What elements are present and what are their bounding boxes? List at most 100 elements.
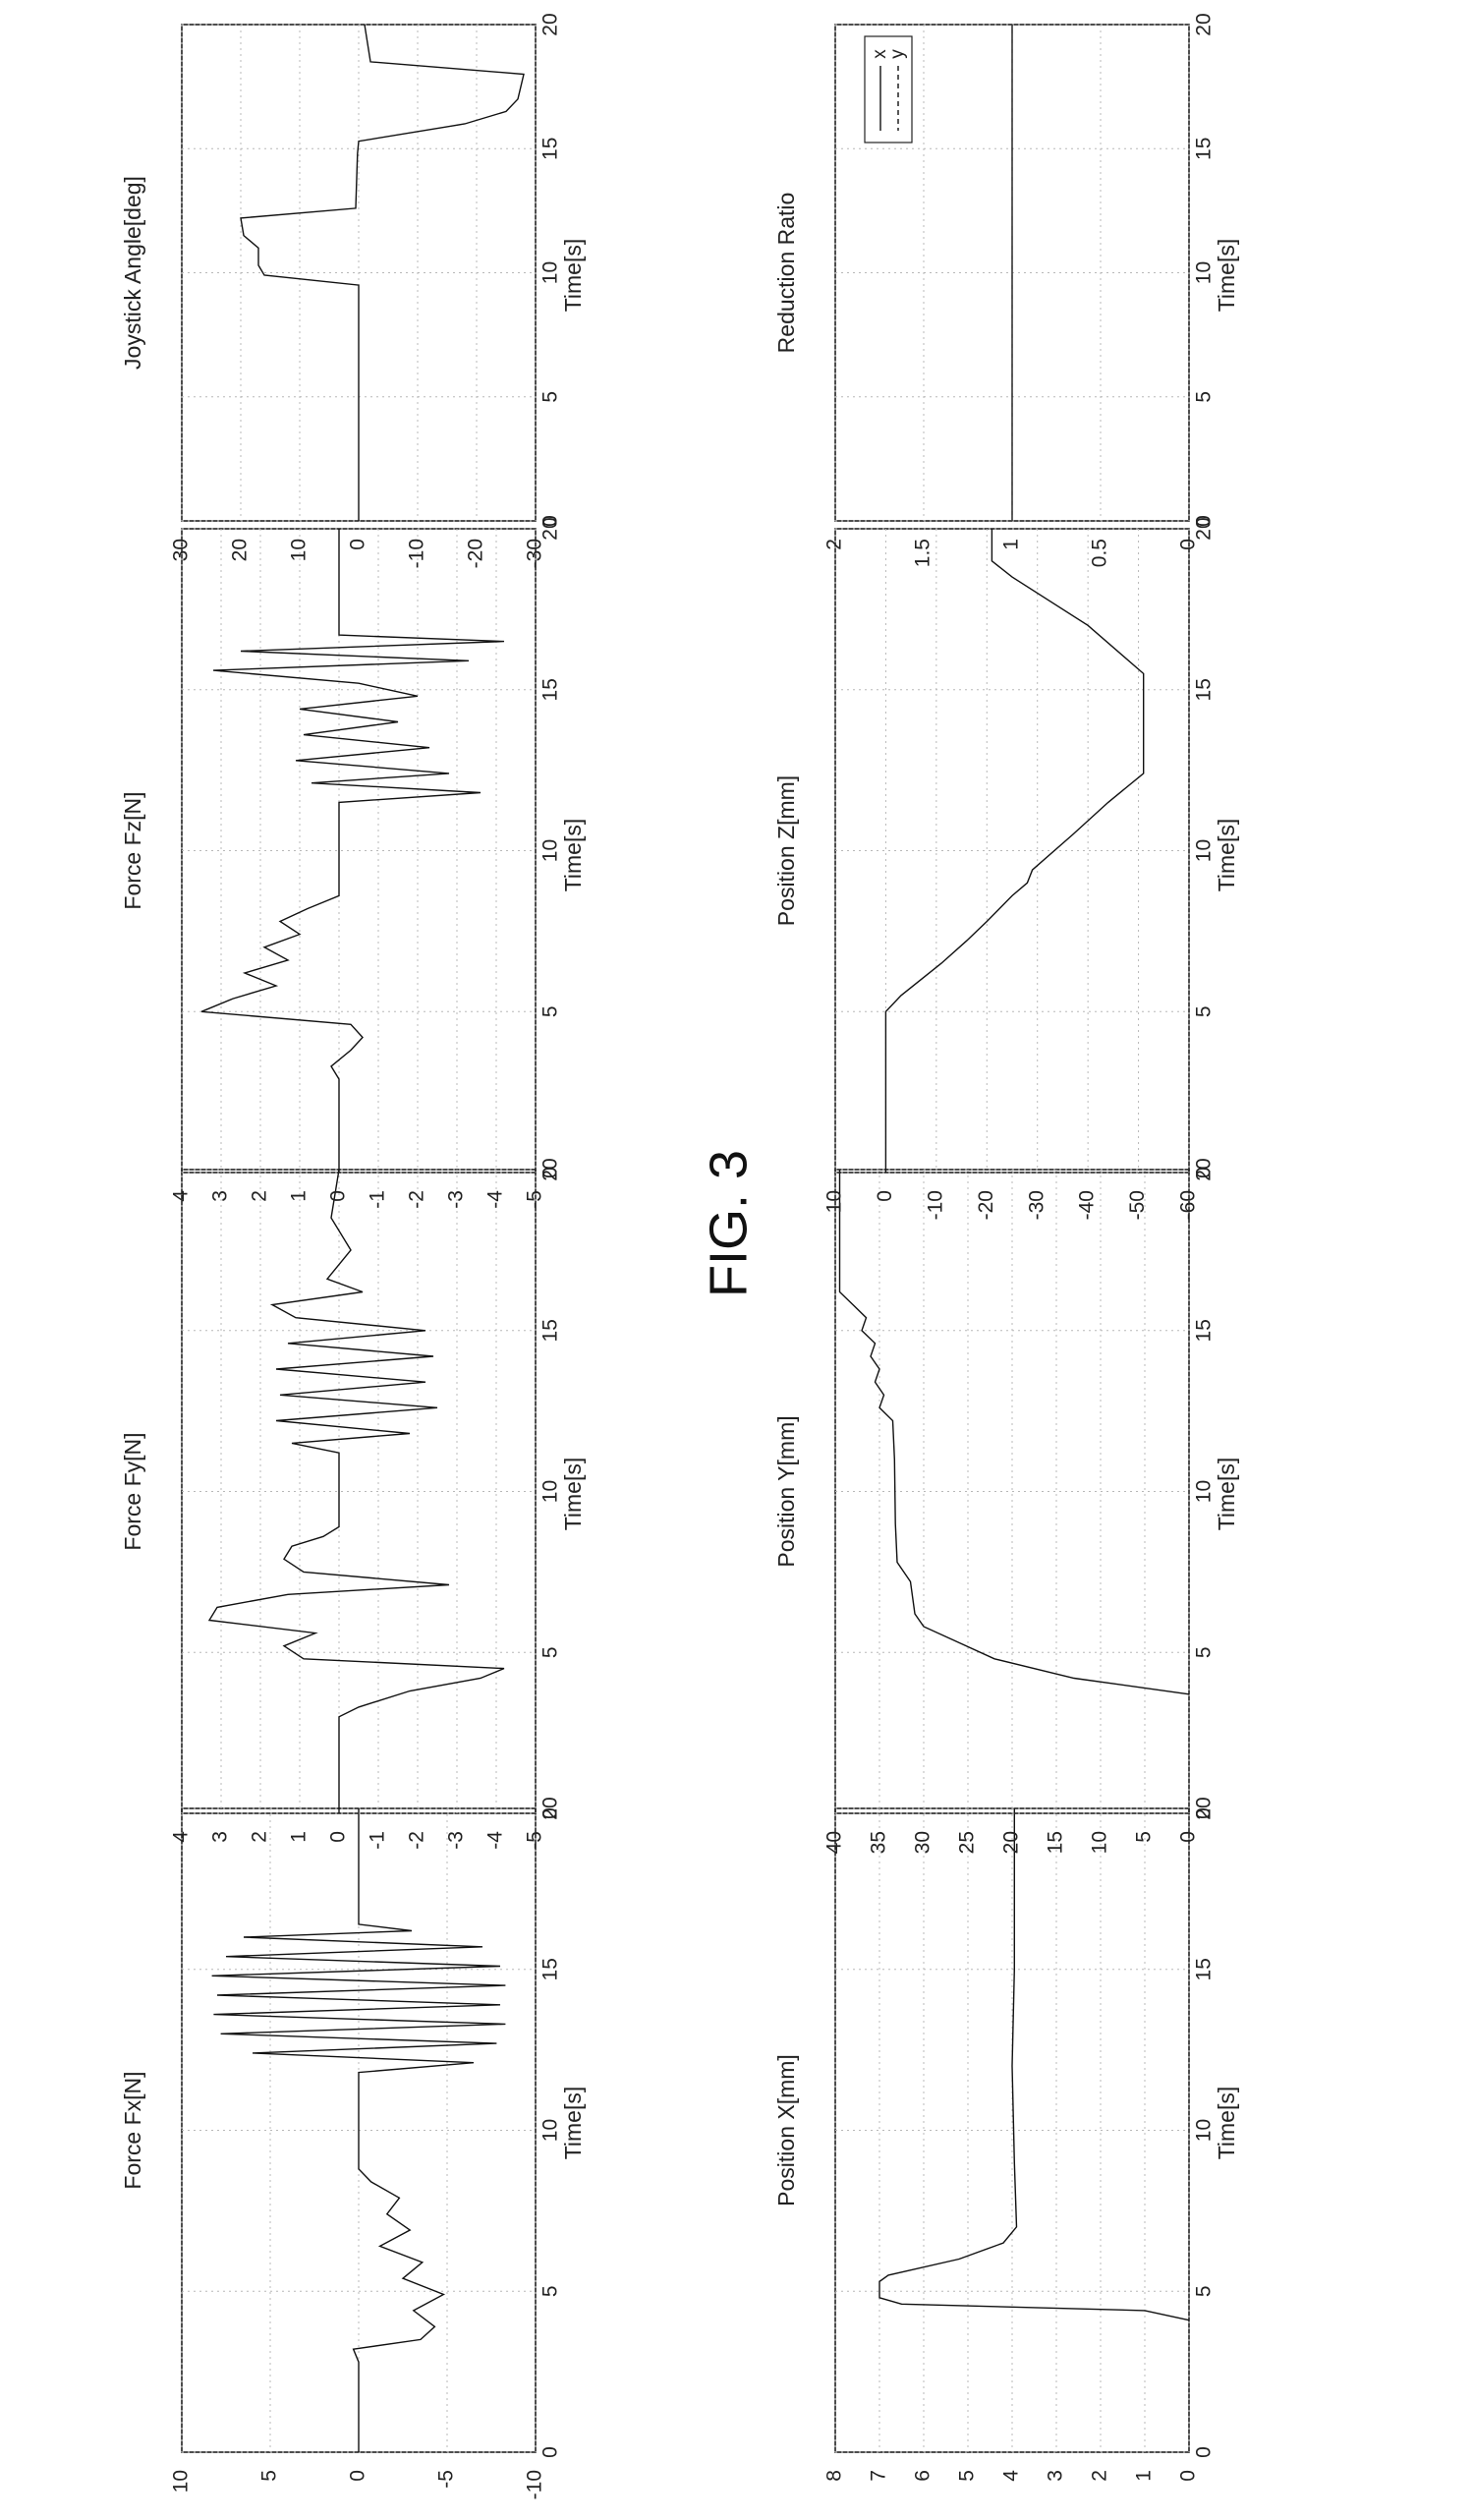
x-tick-label: 20 xyxy=(539,13,562,35)
y-axis-label: Force Fx[N] xyxy=(120,2071,145,2189)
y-tick-label: 0.5 xyxy=(1089,539,1111,567)
x-axis-label: Time[s] xyxy=(1214,1458,1239,1531)
x-tick-label: 15 xyxy=(1193,138,1216,160)
x-tick-label: 0 xyxy=(539,1167,562,1178)
x-tick-label: 0 xyxy=(1193,1167,1216,1178)
x-tick-label: 5 xyxy=(539,1646,562,1658)
y-tick-label: -4 xyxy=(484,1831,507,1850)
x-tick-label: 5 xyxy=(1193,2285,1216,2297)
x-tick-label: 10 xyxy=(539,2119,562,2142)
x-tick-label: 20 xyxy=(1193,517,1216,540)
series-line xyxy=(878,1808,1190,2321)
x-tick-label: 5 xyxy=(1193,1005,1216,1017)
y-tick-label: 10 xyxy=(170,2470,193,2492)
x-tick-label: 10 xyxy=(1193,839,1216,862)
y-tick-label: 0 xyxy=(327,1190,350,1202)
series-line xyxy=(200,529,505,1173)
y-tick-label: -10 xyxy=(406,539,428,568)
x-tick-label: 15 xyxy=(539,138,562,160)
y-tick-label: -5 xyxy=(524,1190,546,1209)
y-tick-label: 3 xyxy=(1045,2470,1067,2482)
x-tick-label: 5 xyxy=(539,391,562,403)
y-tick-label: 20 xyxy=(1000,1831,1023,1854)
x-tick-label: 20 xyxy=(1193,1158,1216,1180)
y-tick-label: 10 xyxy=(1089,1831,1111,1854)
y-tick-label: -40 xyxy=(1076,1190,1099,1220)
y-tick-label: 2 xyxy=(823,539,846,550)
y-tick-label: 6 xyxy=(912,2470,935,2482)
y-tick-label: 0 xyxy=(327,1831,350,1843)
y-tick-label: 30 xyxy=(170,539,193,561)
series-line xyxy=(838,1170,1190,1695)
y-tick-label: 5 xyxy=(1133,1831,1156,1843)
y-tick-label: 4 xyxy=(170,1190,193,1202)
x-tick-label: 0 xyxy=(539,515,562,527)
y-tick-label: 10 xyxy=(288,539,311,561)
y-tick-label: 3 xyxy=(209,1190,232,1202)
y-tick-label: -20 xyxy=(465,539,487,568)
x-axis-label: Time[s] xyxy=(560,1458,586,1531)
y-tick-label: 5 xyxy=(258,2470,281,2482)
y-tick-label: -10 xyxy=(524,2470,546,2499)
y-tick-label: 7 xyxy=(868,2470,890,2482)
y-tick-label: -60 xyxy=(1177,1190,1200,1220)
y-tick-label: -5 xyxy=(524,1831,546,1850)
y-tick-label: -30 xyxy=(524,539,546,568)
x-axis-label: Time[s] xyxy=(1214,2087,1239,2160)
x-tick-label: 10 xyxy=(1193,2119,1216,2142)
x-tick-label: 5 xyxy=(539,1005,562,1017)
x-tick-label: 0 xyxy=(539,2446,562,2458)
legend-box xyxy=(864,35,913,143)
series-line xyxy=(884,529,1145,1173)
y-tick-label: 1 xyxy=(288,1190,311,1202)
y-tick-label: 0 xyxy=(1177,2470,1200,2482)
y-tick-label: 5 xyxy=(956,2470,979,2482)
x-tick-label: 0 xyxy=(1193,515,1216,527)
y-tick-label: 0 xyxy=(1177,1831,1200,1843)
x-tick-label: 15 xyxy=(1193,678,1216,701)
series-line xyxy=(211,1808,506,2452)
y-tick-label: -50 xyxy=(1126,1190,1149,1220)
y-tick-label: 15 xyxy=(1045,1831,1067,1854)
y-tick-label: 1.5 xyxy=(912,539,935,567)
y-axis-label: Position X[mm] xyxy=(773,2054,799,2206)
x-tick-label: 20 xyxy=(1193,13,1216,35)
y-tick-label: -4 xyxy=(484,1190,507,1209)
y-tick-label: 20 xyxy=(229,539,252,561)
x-tick-label: 10 xyxy=(1193,1480,1216,1503)
y-tick-label: 0 xyxy=(874,1190,896,1202)
x-tick-label: 15 xyxy=(539,678,562,701)
y-tick-label: 1 xyxy=(1133,2470,1156,2482)
y-tick-label: 0 xyxy=(347,539,369,550)
y-tick-label: 2 xyxy=(249,1190,271,1202)
legend: xy xyxy=(864,35,913,143)
legend-label: y xyxy=(887,49,908,59)
y-tick-label: 0 xyxy=(1177,539,1200,550)
y-tick-label: -2 xyxy=(406,1190,428,1209)
x-tick-label: 0 xyxy=(1193,1807,1216,1819)
figure-title: FIG. 3 xyxy=(699,1150,758,1297)
x-tick-label: 5 xyxy=(1193,1646,1216,1658)
y-axis-label: Position Y[mm] xyxy=(773,1415,799,1567)
x-tick-label: 20 xyxy=(539,517,562,540)
x-tick-label: 15 xyxy=(539,1319,562,1342)
y-tick-label: 40 xyxy=(823,1831,846,1854)
x-tick-label: 5 xyxy=(1193,391,1216,403)
y-tick-label: -1 xyxy=(367,1190,389,1209)
x-axis-label: Time[s] xyxy=(560,239,586,313)
y-tick-label: -30 xyxy=(1025,1190,1048,1220)
y-tick-label: 4 xyxy=(1000,2470,1023,2482)
x-tick-label: 0 xyxy=(1193,2446,1216,2458)
x-axis-label: Time[s] xyxy=(560,819,586,892)
y-tick-label: 10 xyxy=(823,1190,846,1213)
y-tick-label: 2 xyxy=(249,1831,271,1843)
series-line xyxy=(240,24,525,521)
x-axis-label: Time[s] xyxy=(1214,239,1239,313)
x-tick-label: 10 xyxy=(539,1480,562,1503)
